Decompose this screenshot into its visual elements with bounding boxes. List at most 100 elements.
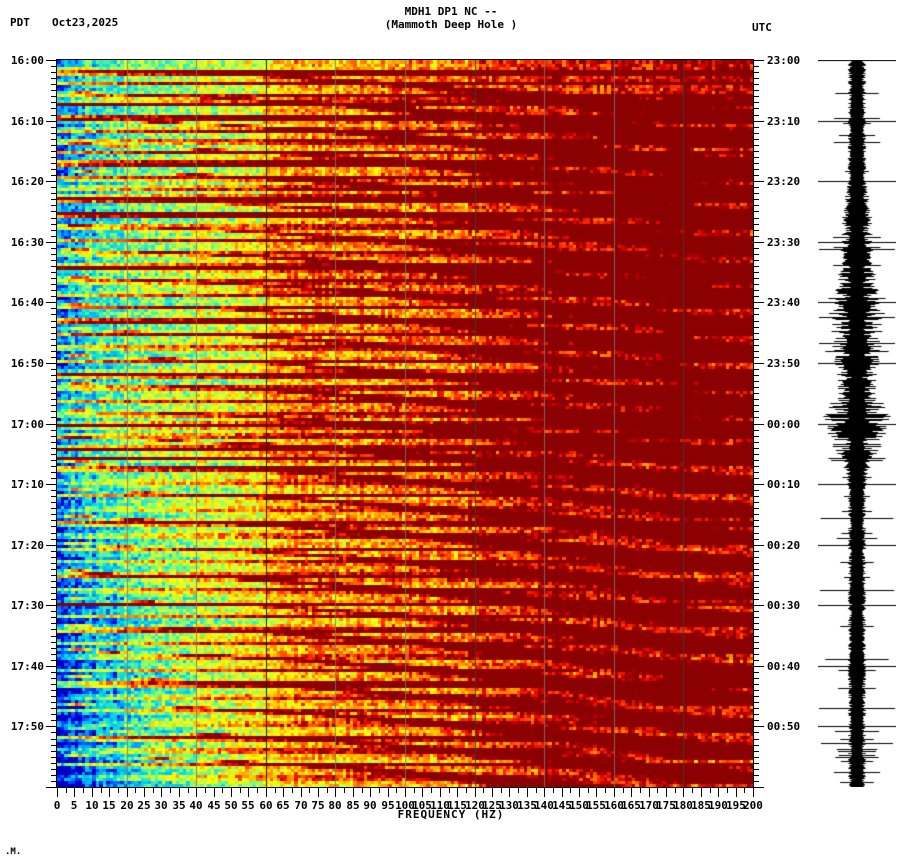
x-axis-label: 140 xyxy=(534,799,554,812)
y-tick-minor-left xyxy=(51,369,57,370)
x-axis-label: 155 xyxy=(586,799,606,812)
y-tick-minor-left xyxy=(51,557,57,558)
x-axis-label: 40 xyxy=(189,799,203,812)
x-axis-label: 20 xyxy=(120,799,134,812)
y-tick-minor-right xyxy=(753,436,759,437)
y-tick-minor-left xyxy=(51,617,57,618)
y-tick-minor-left xyxy=(51,333,57,334)
x-tick-major xyxy=(492,788,493,797)
y-axis-label-left: 16:50 xyxy=(10,357,44,370)
y-tick-minor-right xyxy=(753,308,759,309)
y-axis-label-right: 00:40 xyxy=(767,660,801,673)
x-tick-minor xyxy=(675,788,676,793)
y-tick-major-right xyxy=(753,302,764,303)
y-tick-minor-right xyxy=(753,211,759,212)
x-tick-minor xyxy=(501,788,502,793)
y-tick-minor-left xyxy=(51,678,57,679)
y-tick-minor-right xyxy=(753,102,759,103)
waveform-canvas[interactable] xyxy=(818,60,896,787)
spectrogram-plot[interactable] xyxy=(57,60,753,787)
y-tick-minor-left xyxy=(51,781,57,782)
y-tick-minor-left xyxy=(51,569,57,570)
spectrogram-canvas[interactable] xyxy=(57,60,753,787)
y-axis-label-right: 23:00 xyxy=(767,54,801,67)
y-tick-minor-left xyxy=(51,551,57,552)
x-tick-major xyxy=(231,788,232,797)
y-tick-minor-left xyxy=(51,199,57,200)
x-axis-label: 110 xyxy=(430,799,450,812)
x-axis-label: 85 xyxy=(346,799,360,812)
y-tick-minor-left xyxy=(51,163,57,164)
plot-border-top xyxy=(56,59,754,60)
y-axis-label-right: 00:10 xyxy=(767,478,801,491)
y-tick-minor-right xyxy=(753,617,759,618)
y-tick-minor-right xyxy=(753,345,759,346)
y-tick-minor-right xyxy=(753,569,759,570)
y-tick-minor-left xyxy=(51,436,57,437)
x-axis-label: 60 xyxy=(259,799,273,812)
y-tick-minor-left xyxy=(51,563,57,564)
waveform-panel[interactable] xyxy=(818,60,896,787)
x-tick-minor xyxy=(449,788,450,793)
y-tick-minor-right xyxy=(753,369,759,370)
y-axis-label-left: 17:30 xyxy=(10,599,44,612)
y-tick-minor-left xyxy=(51,769,57,770)
y-tick-minor-right xyxy=(753,623,759,624)
y-tick-minor-left xyxy=(51,327,57,328)
y-tick-minor-right xyxy=(753,490,759,491)
y-tick-minor-right xyxy=(753,751,759,752)
x-tick-major xyxy=(92,788,93,797)
y-axis-label-right: 00:20 xyxy=(767,539,801,552)
y-tick-minor-left xyxy=(51,224,57,225)
y-tick-major-left xyxy=(46,666,57,667)
x-tick-major xyxy=(57,788,58,797)
y-tick-minor-left xyxy=(51,623,57,624)
x-axis-label: 125 xyxy=(482,799,502,812)
y-tick-minor-left xyxy=(51,648,57,649)
y-tick-minor-left xyxy=(51,654,57,655)
x-tick-major xyxy=(318,788,319,797)
y-tick-major-left xyxy=(46,60,57,61)
y-axis-label-right: 23:50 xyxy=(767,357,801,370)
y-tick-minor-right xyxy=(753,714,759,715)
y-tick-minor-left xyxy=(51,472,57,473)
y-tick-major-left xyxy=(46,363,57,364)
y-tick-minor-left xyxy=(51,218,57,219)
y-tick-minor-left xyxy=(51,466,57,467)
y-tick-minor-right xyxy=(753,230,759,231)
plot-border-bottom xyxy=(56,787,754,788)
y-tick-major-left xyxy=(46,787,57,788)
x-tick-major xyxy=(753,788,754,797)
x-tick-major xyxy=(666,788,667,797)
y-tick-minor-right xyxy=(753,551,759,552)
y-axis-label-right: 23:20 xyxy=(767,175,801,188)
x-axis-label: 145 xyxy=(552,799,572,812)
y-tick-minor-left xyxy=(51,169,57,170)
y-tick-major-right xyxy=(753,666,764,667)
y-tick-minor-right xyxy=(753,769,759,770)
y-tick-major-left xyxy=(46,424,57,425)
y-tick-minor-left xyxy=(51,375,57,376)
y-tick-major-right xyxy=(753,424,764,425)
y-axis-label-right: 23:40 xyxy=(767,296,801,309)
y-tick-minor-right xyxy=(753,187,759,188)
y-tick-minor-left xyxy=(51,708,57,709)
x-axis-label: 170 xyxy=(639,799,659,812)
y-tick-minor-right xyxy=(753,563,759,564)
y-tick-minor-left xyxy=(51,660,57,661)
y-tick-minor-left xyxy=(51,260,57,261)
y-tick-major-right xyxy=(753,181,764,182)
y-axis-label-left: 17:10 xyxy=(10,478,44,491)
y-axis-label-right: 00:00 xyxy=(767,418,801,431)
y-axis-label-right: 23:10 xyxy=(767,115,801,128)
y-tick-minor-right xyxy=(753,654,759,655)
y-tick-minor-right xyxy=(753,599,759,600)
y-tick-minor-right xyxy=(753,442,759,443)
y-tick-minor-left xyxy=(51,454,57,455)
y-tick-minor-right xyxy=(753,430,759,431)
y-tick-minor-right xyxy=(753,333,759,334)
y-axis-label-left: 17:50 xyxy=(10,720,44,733)
y-tick-minor-left xyxy=(51,108,57,109)
x-tick-minor xyxy=(118,788,119,793)
x-tick-major xyxy=(335,788,336,797)
